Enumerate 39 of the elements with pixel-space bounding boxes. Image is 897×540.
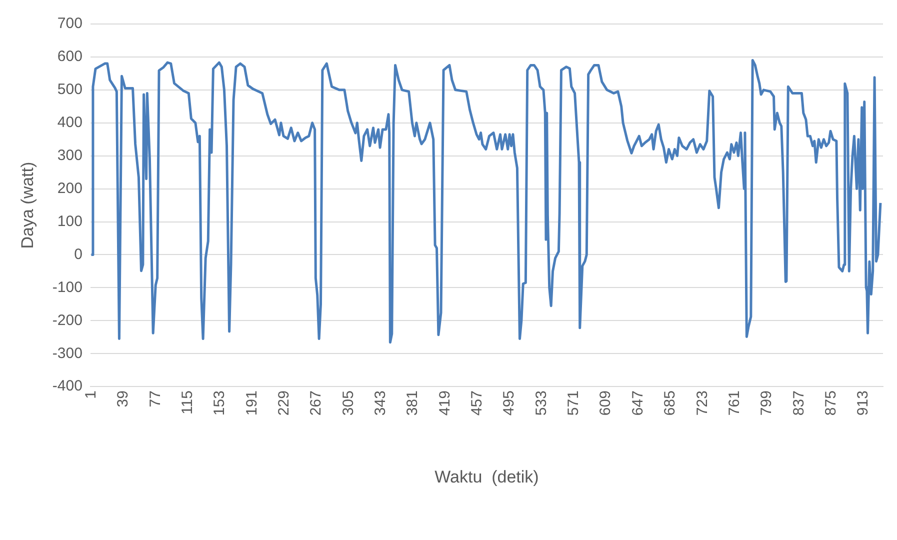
y-tick-label: -100 [52, 278, 82, 296]
x-tick-label: 913 [854, 390, 872, 416]
y-tick-label: 600 [57, 48, 82, 66]
x-tick-label: 39 [114, 390, 132, 408]
x-tick-label: 229 [275, 390, 292, 416]
x-tick-label: 609 [597, 390, 614, 416]
x-tick-label: 495 [500, 390, 518, 416]
y-tick-label: 400 [57, 114, 82, 132]
x-tick-label: 647 [629, 390, 646, 416]
x-tick-label: 419 [436, 390, 454, 416]
x-tick-label: 571 [565, 390, 582, 416]
y-tick-label: 700 [57, 15, 82, 32]
y-tick-label: 200 [57, 180, 82, 197]
x-tick-label: 153 [211, 390, 228, 416]
x-tick-label: 343 [372, 390, 390, 416]
x-tick-label: 533 [532, 390, 550, 416]
x-tick-label: 723 [694, 390, 711, 416]
y-tick-label: -400 [52, 378, 82, 395]
y-axis-title: Daya (watt) [18, 162, 37, 249]
y-tick-label: 300 [57, 146, 82, 164]
x-tick-label: 77 [146, 390, 164, 408]
x-tick-label: 837 [790, 390, 808, 416]
y-tick-label: -300 [52, 344, 82, 362]
x-tick-label: 381 [404, 390, 422, 416]
x-tick-label: 115 [178, 390, 196, 414]
y-tick-label: -200 [52, 312, 82, 329]
x-tick-label: 875 [822, 390, 840, 416]
x-axis-title: Waktu (detik) [434, 467, 539, 486]
x-tick-label: 457 [468, 390, 486, 416]
x-tick-label: 305 [340, 390, 357, 416]
x-tick-label: 267 [308, 390, 325, 416]
y-tick-label: 100 [57, 212, 82, 230]
x-tick-label: 761 [726, 390, 743, 416]
x-tick-label: 1 [82, 390, 100, 399]
y-tick-label: 0 [74, 246, 82, 263]
x-tick-label: 191 [243, 390, 260, 416]
y-tick-label: 500 [57, 81, 82, 98]
x-tick-label: 799 [758, 390, 776, 416]
x-tick-label: 685 [662, 390, 679, 416]
